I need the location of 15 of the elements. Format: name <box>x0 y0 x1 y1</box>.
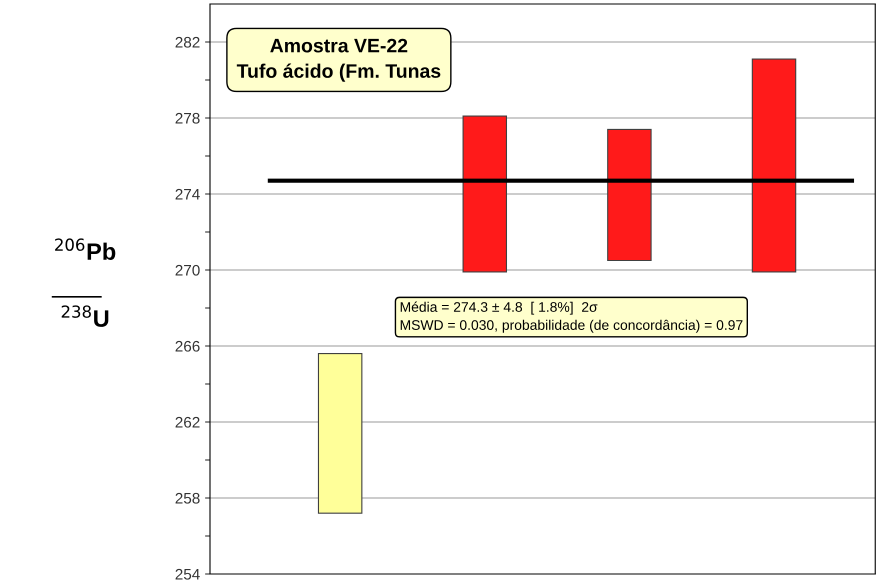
bar <box>462 116 508 272</box>
y-tick-label: 274 <box>176 188 200 200</box>
bar <box>318 353 362 514</box>
y-tick-label: 282 <box>176 36 200 48</box>
text: Amostra VE-22 Tufo ácido (Fm. Tunas <box>236 38 440 82</box>
bar <box>607 128 652 262</box>
y-tick-label: 262 <box>176 416 200 428</box>
text: $^{206}$Pb $^{238}$U <box>55 238 116 327</box>
y-tick-label: 270 <box>176 264 200 276</box>
bar <box>752 58 796 272</box>
annotation: Média = 274.3 ± 4.8 [ 1.8%] 2σ MSWD = 0.030, probabilidade (de concordância) = 0.97 <box>400 302 742 333</box>
y-tick-label: 258 <box>176 492 200 504</box>
y-tick-label: 278 <box>176 112 200 124</box>
y-tick-label: 266 <box>176 340 200 352</box>
y-tick-label: 254 <box>176 568 200 580</box>
